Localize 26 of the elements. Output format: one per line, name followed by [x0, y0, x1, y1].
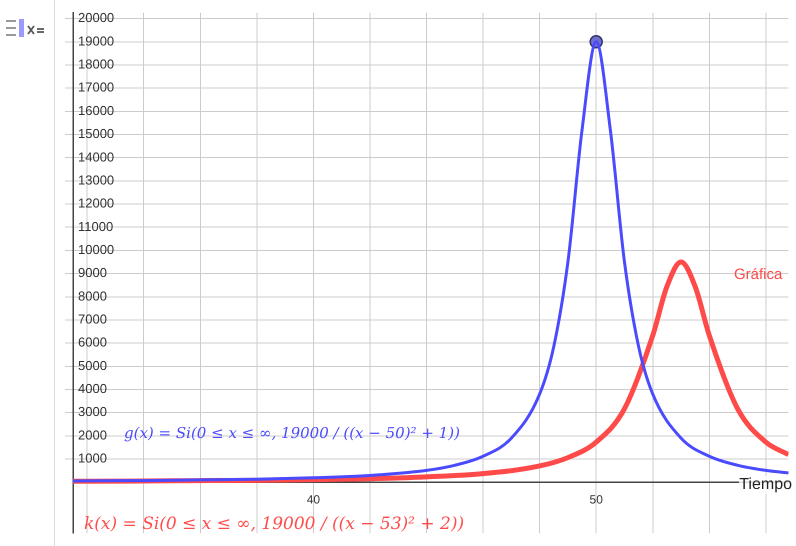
y-tick-label: 5000: [78, 358, 107, 373]
y-tick-label: 6000: [78, 334, 107, 350]
y-tick-label: 14000: [78, 149, 114, 164]
y-tick-label: 18000: [78, 56, 114, 72]
y-tick-label: 3000: [78, 404, 107, 420]
annotation: k(x) = Si(0 ≤ x ≤ ∞, 19000 / ((x − 53)² + 2)): [84, 514, 464, 534]
y-tick-label: 9000: [78, 265, 107, 280]
y-tick-label: 11000: [78, 218, 114, 234]
y-tick-label: 13000: [78, 172, 114, 188]
y-tick-label: 2000: [78, 427, 107, 442]
y-tick-label: 16000: [78, 102, 114, 118]
x-tick-label: 50: [590, 492, 604, 507]
annotation: g(x) = Si(0 ≤ x ≤ ∞, 19000 / ((x − 50)² + 1)): [124, 424, 460, 442]
y-tick-label: 10000: [78, 242, 114, 257]
y-tick-label: 8000: [78, 288, 107, 304]
x-tick-label: 40: [306, 492, 320, 507]
x-axis-title: Tiempo: [739, 476, 792, 494]
y-tick-label: 4000: [78, 381, 107, 396]
y-tick-label: 12000: [78, 196, 114, 211]
y-tick-label: 17000: [78, 80, 114, 95]
annotation: Gráfica: [734, 266, 782, 283]
y-tick-label: 15000: [78, 126, 114, 142]
y-tick-label: 7000: [78, 312, 107, 327]
y-tick-label: 20000: [78, 10, 114, 26]
y-tick-label: 1000: [78, 450, 107, 466]
y-tick-label: 19000: [78, 33, 114, 48]
